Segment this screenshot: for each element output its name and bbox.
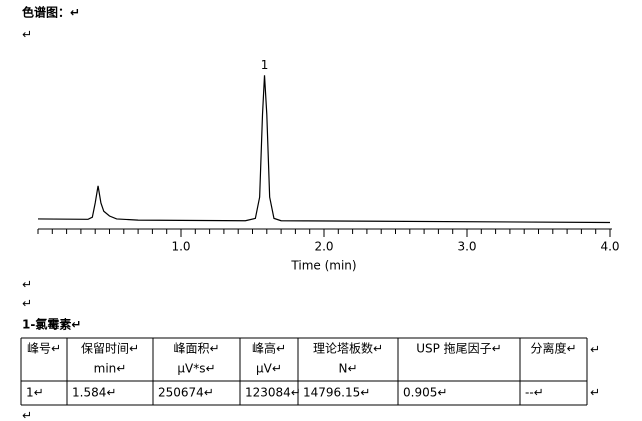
paragraph-mark: ↵ [22,28,32,42]
x-tick-label: 3.0 [457,240,476,254]
paragraph-mark: ↵ [22,297,32,311]
header-cell: min↵ [94,362,127,376]
header-cell: 分离度↵ [530,341,576,356]
table-cell: 1↵ [26,386,44,400]
table-grid [20,337,588,406]
table-cell: 0.905↵ [403,386,447,400]
table-cell: 250674↵ [158,386,214,400]
x-tick-label: 1.0 [171,240,190,254]
paragraph-mark: ↵ [22,278,32,292]
x-tick-label: 4.0 [600,240,619,254]
header-cell: 保留时间↵ [81,342,139,356]
row-mark: ↵ [590,343,600,357]
compound-name: 1-氯霉素↵ [22,317,81,332]
header-cell: USP 拖尾因子↵ [416,342,502,356]
heading: 色谱图：↵ [22,5,80,20]
header-cell: 峰号↵ [27,342,61,356]
table-cell: 123084↵ [245,386,301,400]
paragraph-mark: ↵ [22,409,32,421]
table-cell: 1.584↵ [72,386,116,400]
x-axis-label: Time (min) [290,259,356,273]
header-cell: N↵ [338,362,357,376]
table-cell: 14796.15↵ [303,386,370,400]
header-cell: 理论塔板数↵ [313,341,383,356]
chromatogram-line [37,75,611,224]
table-cell: --↵ [525,386,544,400]
x-tick-label: 2.0 [314,240,333,254]
row-mark: ↵ [590,386,600,400]
header-cell: 峰面积↵ [173,342,219,356]
header-cell: μV↵ [256,362,282,376]
header-cell: μV*s↵ [177,362,215,376]
header-cell: 峰高↵ [252,341,286,356]
peak-label: 1 [261,58,269,72]
